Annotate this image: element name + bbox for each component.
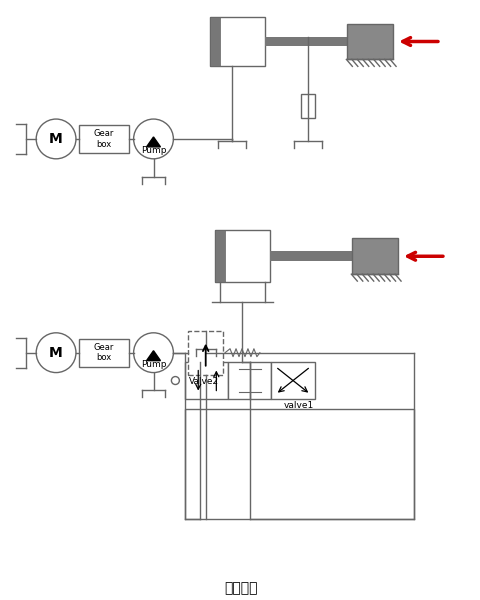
Text: Valve2: Valve2 (189, 377, 219, 386)
Bar (210, 17, 220, 67)
Bar (215, 230, 225, 282)
Bar (352, 238, 397, 274)
Bar (210, 17, 264, 67)
Bar (79, 339, 128, 367)
Circle shape (133, 333, 173, 373)
Text: Pump: Pump (141, 360, 166, 369)
Bar (271, 362, 314, 400)
Text: 液压系统: 液压系统 (224, 581, 257, 595)
Bar (228, 362, 271, 400)
Polygon shape (146, 137, 160, 147)
Bar (264, 37, 348, 46)
Text: M: M (49, 132, 63, 146)
Bar (269, 251, 354, 261)
Circle shape (36, 119, 76, 159)
Polygon shape (146, 351, 160, 361)
Text: Gear
box: Gear box (94, 343, 114, 362)
Bar (185, 362, 228, 400)
Bar (79, 125, 128, 153)
Circle shape (36, 333, 76, 373)
Bar (300, 94, 314, 118)
Bar (185, 409, 413, 519)
Circle shape (133, 119, 173, 159)
Text: Gear
box: Gear box (94, 129, 114, 149)
Bar (215, 230, 269, 282)
Circle shape (171, 377, 179, 385)
Text: valve1: valve1 (283, 401, 313, 410)
Text: Pump: Pump (141, 146, 166, 155)
Bar (347, 23, 392, 59)
Bar (188, 331, 223, 374)
Text: M: M (49, 346, 63, 359)
